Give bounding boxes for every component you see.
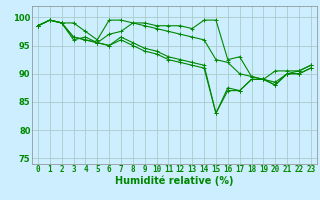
X-axis label: Humidité relative (%): Humidité relative (%) <box>115 175 234 186</box>
